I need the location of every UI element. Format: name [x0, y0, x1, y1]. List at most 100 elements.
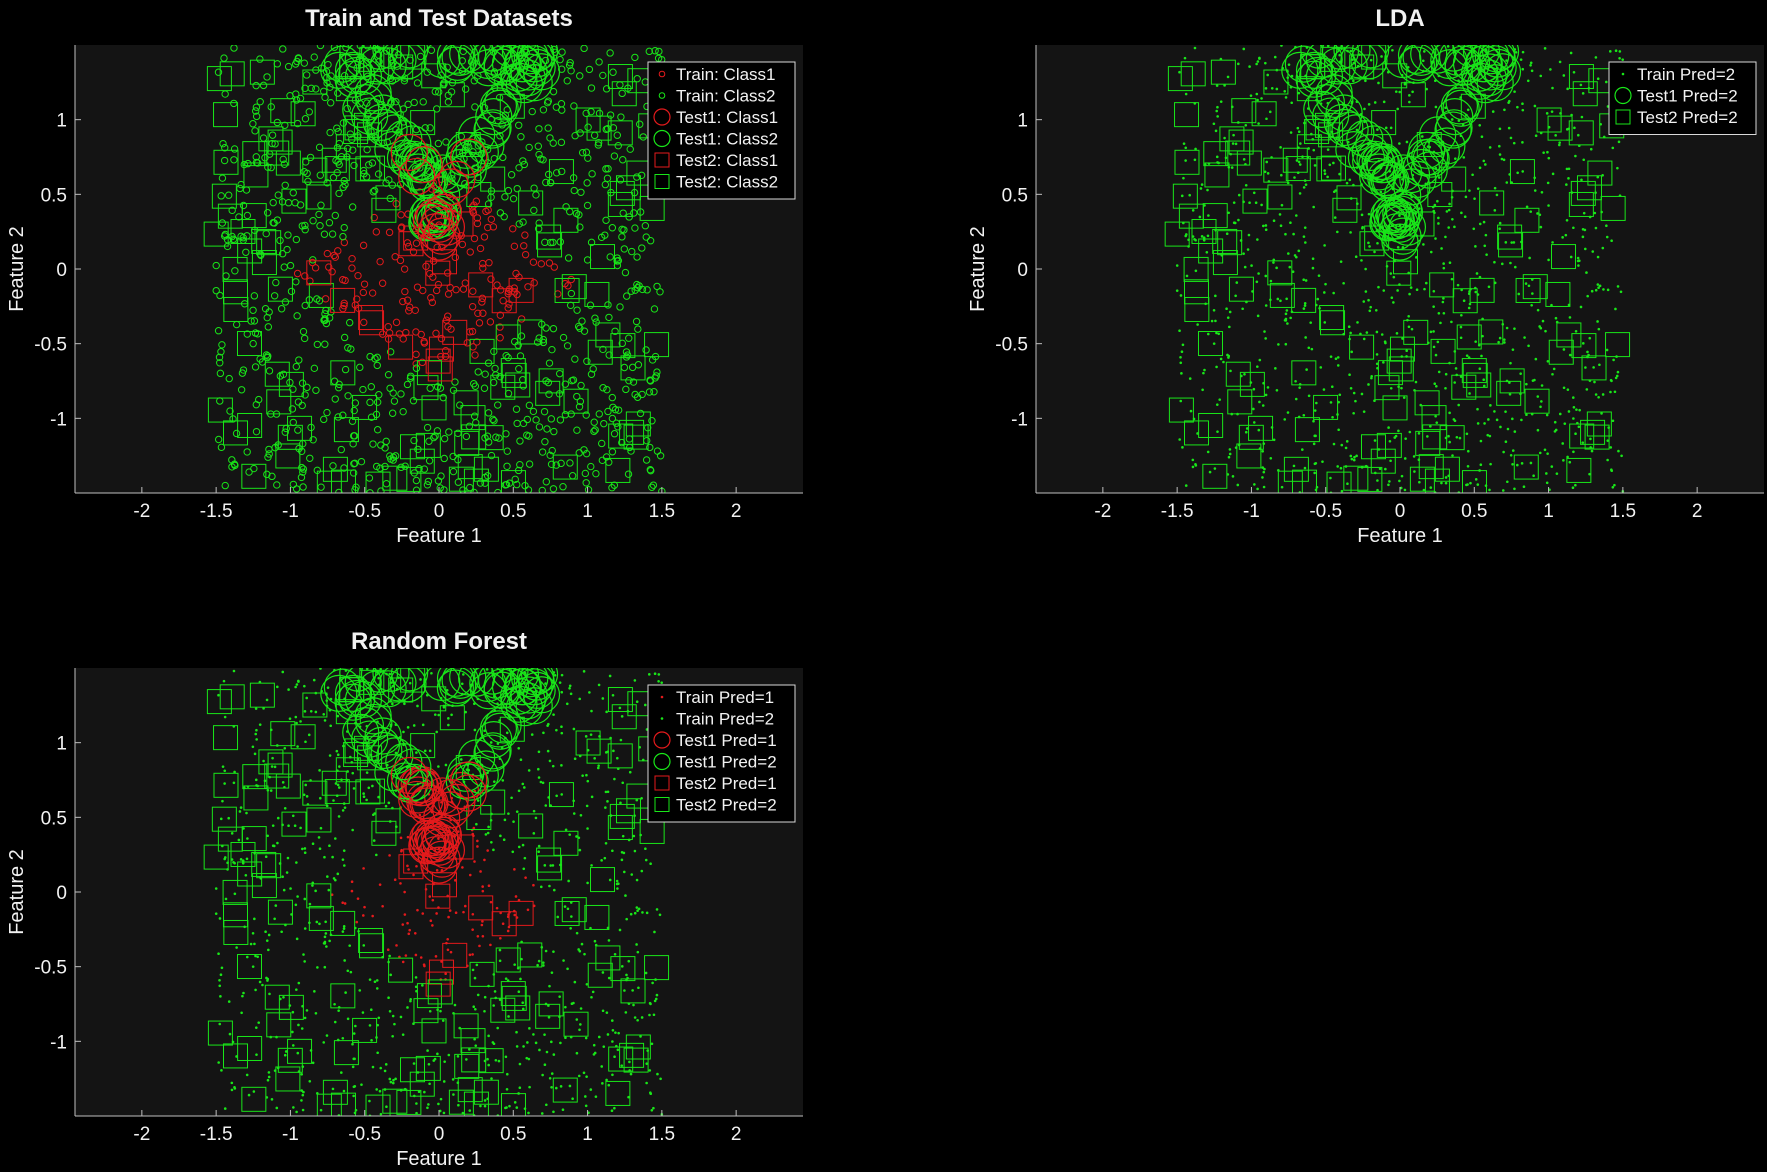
y-tick-label: 0.5 [1002, 185, 1028, 206]
point-marker [511, 668, 549, 698]
train-point [1534, 134, 1538, 138]
train-point [1478, 222, 1482, 226]
train-point [1476, 407, 1479, 411]
train-point [343, 864, 346, 867]
point-marker [231, 267, 239, 275]
point-marker [498, 121, 506, 129]
point-marker [631, 53, 639, 62]
test2-marker [388, 957, 414, 983]
train-point [613, 1055, 616, 1059]
point-marker [212, 286, 220, 295]
train-point [1252, 407, 1255, 411]
train-point [1551, 372, 1554, 376]
train-point [233, 892, 237, 896]
train-point [403, 702, 406, 706]
train-point [1362, 410, 1366, 413]
train-point [577, 1074, 581, 1078]
point-marker [503, 447, 511, 455]
train-point [618, 928, 622, 932]
point-marker [601, 180, 610, 189]
point-marker [567, 275, 575, 284]
train-point [1215, 155, 1219, 159]
train-point [1581, 92, 1585, 95]
point-marker [449, 452, 457, 461]
point-marker [496, 334, 504, 342]
train-point [303, 710, 307, 713]
train-point [461, 866, 464, 869]
train-point [254, 778, 258, 782]
point-marker [390, 397, 399, 405]
point-marker [601, 231, 609, 239]
test2-marker [251, 228, 277, 254]
train-point [506, 929, 510, 933]
point-marker [543, 98, 552, 107]
train-point [1540, 400, 1543, 403]
train-point [585, 1075, 588, 1078]
train-point [1367, 241, 1370, 245]
train-point [1280, 485, 1284, 489]
train-point [504, 1055, 508, 1059]
train-point [222, 679, 226, 683]
train-point [492, 1004, 495, 1007]
train-point [512, 820, 515, 823]
point-marker [1462, 45, 1501, 70]
test2-marker [607, 687, 633, 713]
point-marker [655, 47, 663, 56]
point-marker [605, 313, 613, 322]
test2-marker [330, 1092, 356, 1116]
point-marker [642, 233, 650, 241]
point-marker [239, 201, 248, 210]
train-point [1442, 266, 1446, 270]
point-marker [472, 197, 481, 205]
train-point [1339, 466, 1343, 470]
point-marker [298, 401, 306, 410]
train-point [564, 1036, 567, 1040]
train-point [465, 1058, 468, 1061]
train-point [1272, 219, 1276, 223]
train-point [406, 1006, 409, 1009]
train-point [1290, 101, 1293, 105]
train-point [611, 849, 614, 853]
train-point [1596, 320, 1599, 323]
point-marker [1350, 45, 1388, 80]
train-point [1375, 353, 1379, 356]
point-marker [510, 284, 519, 292]
train-point [328, 939, 331, 943]
test2-marker [277, 1047, 303, 1073]
train-point [1406, 65, 1410, 69]
train-point [1194, 269, 1198, 273]
train-point [555, 794, 558, 798]
point-marker [474, 309, 482, 318]
point-marker [375, 58, 383, 66]
train-point [1297, 91, 1301, 95]
point-marker [309, 256, 317, 264]
train-point [1433, 382, 1437, 386]
point-marker [1284, 45, 1322, 83]
train-point [483, 729, 486, 733]
chart-title: Random Forest [351, 628, 527, 655]
point-marker [301, 391, 309, 399]
point-marker [636, 208, 645, 216]
train-point [262, 707, 265, 710]
test2-marker [330, 469, 356, 493]
point-marker [228, 206, 236, 215]
test2-marker [306, 184, 332, 210]
point-marker [412, 486, 421, 493]
train-point [1511, 463, 1514, 466]
train-point [351, 771, 355, 775]
train-point [295, 683, 299, 686]
point-marker [273, 481, 281, 489]
test2-marker [306, 260, 332, 286]
train-point [422, 963, 426, 966]
train-point [414, 985, 418, 989]
train-point [1216, 105, 1219, 109]
train-point [1553, 420, 1557, 424]
y-axis-label: Feature 2 [967, 226, 989, 312]
train-point [523, 786, 526, 789]
point-marker [250, 464, 258, 473]
train-point [1389, 386, 1393, 390]
test2-marker [1600, 195, 1626, 221]
point-marker [333, 124, 341, 132]
point-marker [450, 761, 488, 799]
point-marker [217, 192, 225, 200]
